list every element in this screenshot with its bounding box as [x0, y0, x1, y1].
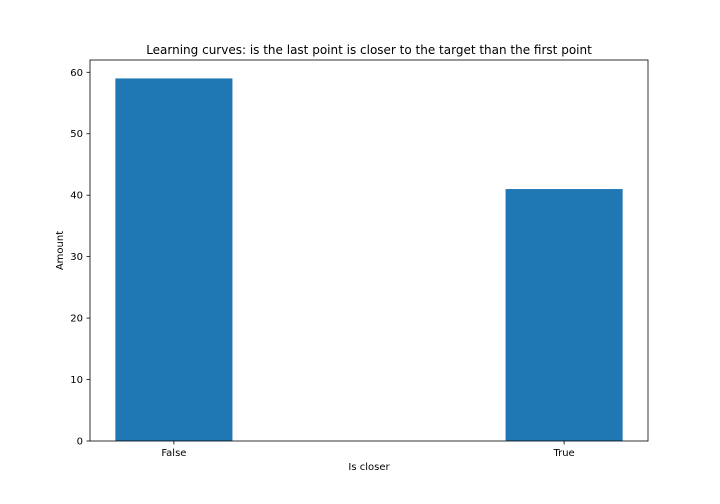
plot-frame: [89, 59, 649, 442]
y-tick-label: 0: [77, 437, 83, 448]
y-tick-label: 30: [70, 252, 83, 263]
y-axis-label: Amount: [55, 231, 66, 270]
bars-group: [115, 78, 623, 441]
y-axis: 0 10 20 30 40 50 60: [70, 68, 90, 448]
x-axis-label: Is closer: [348, 462, 390, 473]
chart-title: Learning curves: is the last point is cl…: [146, 43, 592, 57]
y-tick-label: 40: [70, 191, 83, 202]
y-tick-label: 20: [70, 314, 83, 325]
y-tick-label: 10: [70, 375, 83, 386]
x-tick-label: False: [161, 448, 186, 459]
x-axis: False True: [161, 441, 575, 459]
y-tick-label: 60: [70, 68, 83, 79]
x-tick-label: True: [552, 448, 574, 459]
bar-false: [115, 78, 233, 441]
bar-true: [505, 189, 623, 441]
y-tick-label: 50: [70, 129, 83, 140]
